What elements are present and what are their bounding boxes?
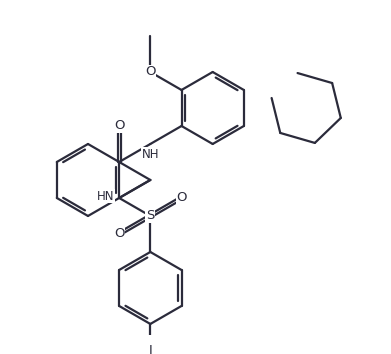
Text: O: O <box>176 192 187 205</box>
Text: HN: HN <box>97 190 115 202</box>
Text: I: I <box>149 344 152 354</box>
Text: S: S <box>146 210 154 222</box>
Text: O: O <box>114 120 124 132</box>
Text: O: O <box>145 65 156 79</box>
Text: NH: NH <box>142 148 159 161</box>
Text: O: O <box>114 228 124 240</box>
